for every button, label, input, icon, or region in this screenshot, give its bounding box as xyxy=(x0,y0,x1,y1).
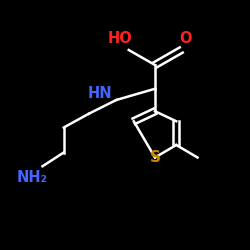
Text: HN: HN xyxy=(88,86,112,101)
Text: S: S xyxy=(150,150,160,165)
Text: O: O xyxy=(179,31,191,46)
Text: NH₂: NH₂ xyxy=(17,170,48,185)
Text: HO: HO xyxy=(108,31,132,46)
